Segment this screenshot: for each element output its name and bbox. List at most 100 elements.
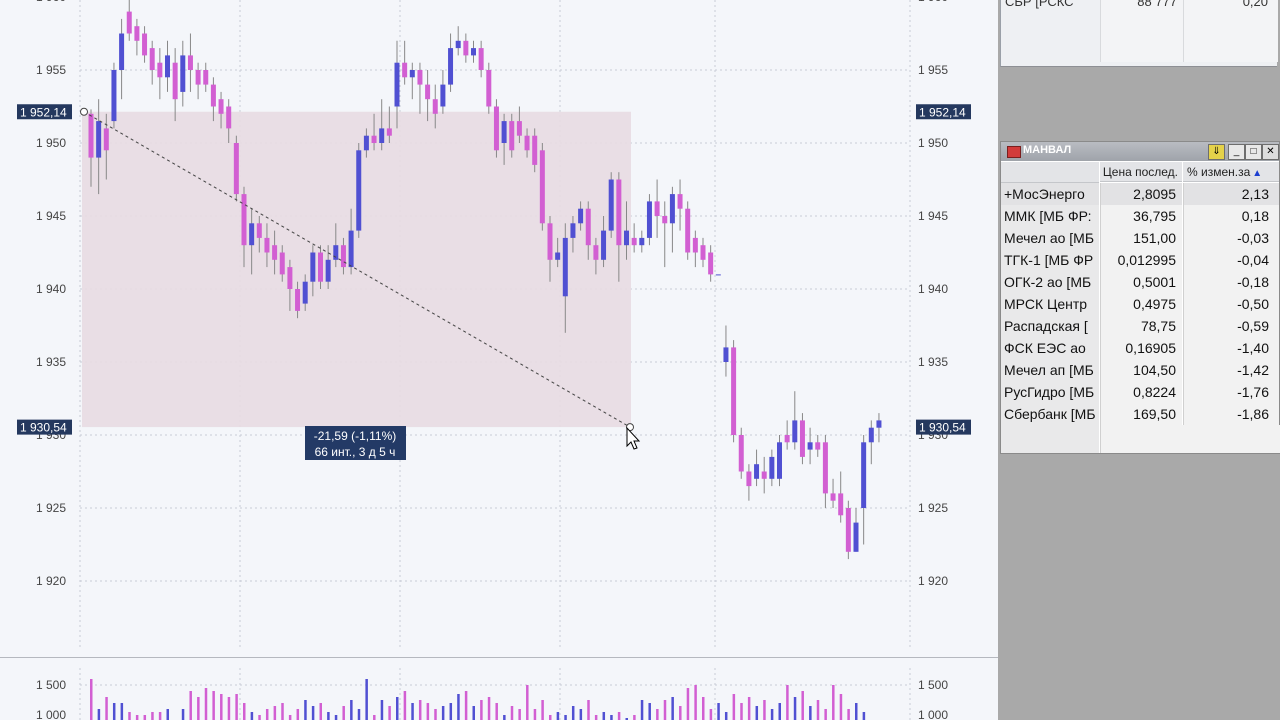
candle [195, 62, 201, 100]
row-instrument-name: РусГидро [МБ [1001, 381, 1099, 403]
candle [363, 128, 369, 158]
volume-bar [105, 697, 108, 720]
row-change-percent: -0,50 [1183, 293, 1279, 315]
candle [440, 70, 446, 114]
volume-bar [755, 706, 759, 720]
candle [822, 435, 828, 508]
volume-bar [809, 706, 812, 720]
volume-bar [526, 685, 529, 720]
minimize-button[interactable]: _ [1228, 144, 1245, 160]
price-tick-right: 1 955 [918, 63, 948, 77]
candle [692, 230, 698, 268]
candle [700, 237, 706, 268]
candle [386, 106, 392, 143]
volume-bar [273, 706, 277, 720]
table-row[interactable]: +МосЭнерго 2,8095 2,13 [1001, 183, 1279, 205]
quotes-window[interactable]: МАНВАЛ ⇓ _ □ ✕ Цена послед. % измен.за ▲ … [1000, 141, 1280, 454]
volume-bar [770, 709, 774, 720]
column-header-name[interactable] [1001, 162, 1099, 183]
candle [646, 194, 652, 246]
download-arrow-icon[interactable]: ⇓ [1208, 144, 1225, 160]
column-header-change[interactable]: % измен.за ▲ [1183, 162, 1279, 182]
price-chart[interactable]: 1 955 1 950 1 945 1 940 1 935 1 925 1 920 1 960… [0, 0, 998, 720]
table-row[interactable]: Мечел ао [МБ 151,00 -0,03 [1001, 227, 1279, 249]
candle [685, 201, 691, 260]
candle [394, 40, 400, 129]
table-row[interactable]: МРСК Центр 0,4975 -0,50 [1001, 293, 1279, 315]
volume-bar [204, 688, 208, 720]
table-row[interactable]: Распадская [78,75 -0,59 [1001, 315, 1279, 337]
candle [210, 77, 216, 122]
volume-bar [197, 697, 200, 720]
candle [723, 325, 729, 377]
volume-bar [694, 685, 697, 720]
candle [830, 478, 836, 508]
volume-bar [625, 718, 628, 720]
table-row[interactable]: ТГК-1 [МБ ФР 0,012995 -0,04 [1001, 249, 1279, 271]
volume-bar [533, 709, 537, 720]
volume-bar [801, 691, 804, 720]
candle [669, 186, 675, 253]
volume-bar [135, 715, 139, 720]
top-quotes-panel: СБР [РСКС 88 777 0,20 [1000, 0, 1278, 67]
row-change-percent: -0,18 [1183, 271, 1279, 293]
table-row[interactable]: ОГК-2 ао [МБ 0,5001 -0,18 [1001, 271, 1279, 293]
volume-bar [487, 697, 491, 720]
volume-bar [288, 715, 292, 720]
candle [402, 40, 408, 85]
candle [838, 471, 844, 523]
price-tick-right: 1 940 [918, 282, 948, 296]
cut-row-change: 0,20 [1242, 0, 1268, 9]
volume-bar [441, 706, 445, 720]
volume-bar [112, 703, 116, 720]
candle [119, 18, 125, 100]
measure-start-handle[interactable] [80, 107, 88, 116]
volume-bar [334, 715, 338, 720]
volume-bar [380, 700, 384, 720]
candle [539, 143, 545, 231]
table-row[interactable]: ФСК ЕЭС ао 0,16905 -1,40 [1001, 337, 1279, 359]
column-header-price[interactable]: Цена послед. [1100, 162, 1182, 182]
candle [88, 109, 94, 187]
volume-bar [220, 694, 223, 720]
row-last-price: 2,8095 [1100, 183, 1182, 205]
maximize-button[interactable]: □ [1245, 144, 1262, 160]
candle [203, 62, 209, 92]
candle [807, 427, 813, 465]
row-change-percent: -1,86 [1183, 403, 1279, 425]
table-row[interactable]: РусГидро [МБ 0,8224 -1,76 [1001, 381, 1279, 403]
volume-bar [304, 700, 307, 720]
table-row[interactable]: ММК [МБ ФР: 36,795 0,18 [1001, 205, 1279, 227]
volume-bar [418, 700, 422, 720]
sort-arrow-icon: ▲ [1252, 168, 1263, 179]
candle [157, 48, 163, 100]
row-instrument-name: ММК [МБ ФР: [1001, 205, 1099, 227]
candle [516, 106, 522, 143]
end-price-label-right: 1 930,54 [919, 421, 966, 435]
volume-bar [403, 691, 407, 720]
table-row[interactable]: Сбербанк [МБ 169,50 -1,86 [1001, 403, 1279, 425]
candle [654, 179, 660, 238]
candle [708, 245, 714, 282]
volume-bar [579, 709, 583, 720]
volume-bar [495, 703, 498, 720]
row-change-percent: -0,04 [1183, 249, 1279, 271]
price-tick-left: 1 945 [36, 209, 66, 223]
row-instrument-name: +МосЭнерго [1001, 183, 1099, 205]
measure-tooltip: -21,59 (-1,11%) 66 инт., 3 д 5 ч [305, 426, 406, 460]
volume-bar [503, 715, 506, 720]
volume-bar [510, 706, 514, 720]
candle [279, 245, 285, 282]
end-price-label-left: 1 930,54 [20, 421, 67, 435]
window-titlebar[interactable]: МАНВАЛ ⇓ _ □ ✕ [1001, 142, 1279, 161]
candle [187, 33, 193, 92]
row-instrument-name: Мечел ап [МБ [1001, 359, 1099, 381]
volume-bar [250, 712, 254, 720]
table-row[interactable]: Мечел ап [МБ 104,50 -1,42 [1001, 359, 1279, 381]
volume-tick-left: 1 000 [36, 708, 66, 720]
candle [562, 223, 568, 333]
candle [601, 216, 607, 268]
volume-grid [79, 668, 911, 720]
close-button[interactable]: ✕ [1262, 144, 1279, 160]
candle [111, 62, 117, 129]
